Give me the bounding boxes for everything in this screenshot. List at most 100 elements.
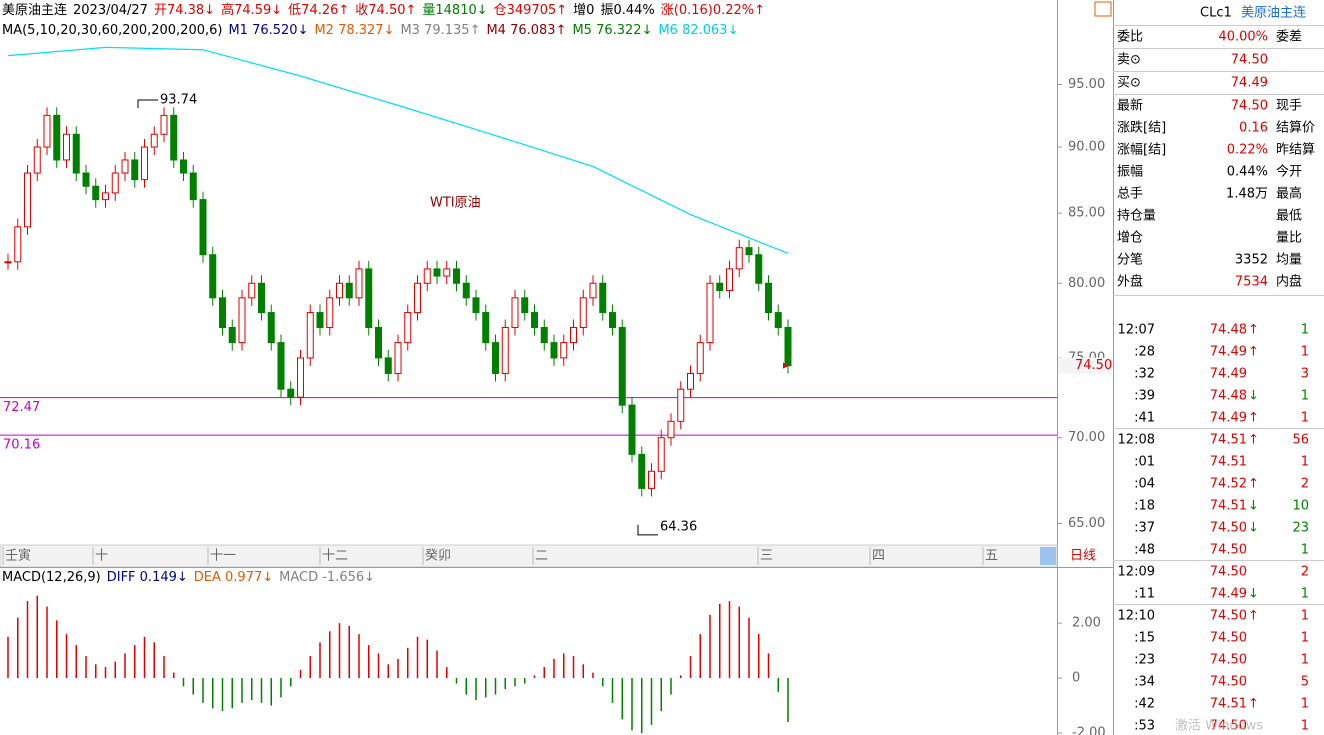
row-label2: 今开 [1276,164,1302,180]
candle [258,282,265,314]
name: 美原油主连 [1241,5,1306,21]
tick-arrow: ↑ [1248,345,1259,360]
tick-volume: 1 [1301,653,1309,668]
tick-arrow: ↑ [1248,697,1259,712]
candle [648,470,655,489]
low-pointer [637,524,658,536]
tick-volume: 1 [1301,719,1309,734]
tick-price: 74.49 [1210,345,1247,360]
candle [365,268,373,328]
candle [404,312,412,344]
tick-price: 74.50 [1210,565,1247,580]
tick-arrow: ↓ [1248,389,1259,404]
candle [755,254,763,284]
candle [423,268,431,284]
candle [726,268,733,292]
period-button-label[interactable]: 日线 [1070,549,1096,564]
level-label: 72.47 [3,400,40,415]
legend-item: MACD -1.656↓ [279,570,375,585]
panel-toggle[interactable] [1094,1,1112,17]
row-label: 买⊙ [1117,76,1141,91]
legend-item: MACD(12,26,9) [2,570,101,585]
tick-time: :23 [1134,653,1155,668]
time-label: 十一 [210,549,236,564]
tick-arrow: ↑ [1248,477,1259,492]
row-label: 分笔 [1117,252,1143,268]
candle [540,326,548,344]
legend-item: 涨(0.16)0.22%↑ [661,3,765,18]
candle [297,357,304,398]
legend-item: M3 79.135↑ [400,23,480,38]
candle [180,159,187,174]
candle [774,312,782,328]
tick-volume: 23 [1292,521,1309,536]
tick-volume: 1 [1301,543,1309,558]
row-value: 74.49 [1231,76,1268,91]
candle [345,282,353,299]
tick-time: 12:09 [1118,565,1155,580]
tick-arrow: ↓ [1248,499,1259,514]
tick-arrow: ↑ [1248,609,1259,624]
last-price-box [1058,357,1112,374]
time-label: 三 [760,549,773,564]
candle [53,114,61,161]
legend-item: M1 76.520↓ [228,23,308,38]
tick-time: 12:08 [1118,433,1155,448]
candle [170,114,178,161]
row-label: 最新 [1117,98,1143,114]
tick-time: :18 [1134,499,1155,514]
high-label: 93.74 [160,92,197,107]
row-label: 持仓量 [1117,209,1156,224]
row-label2: 内盘 [1276,274,1302,290]
legend-item: 高74.59↓ [221,2,282,18]
tick-price: 74.50 [1210,543,1247,558]
y-tick-label: 90.00 [1068,140,1105,155]
y-tick-label: 85.00 [1068,206,1105,221]
tick-price: 74.51 [1210,697,1247,712]
legend-item: 收74.50↑ [355,3,416,18]
tick-time: :53 [1134,719,1155,734]
candle [735,247,743,270]
tick-arrow: ↑ [1248,411,1259,426]
tick-time: :41 [1134,411,1155,426]
candle [706,282,714,344]
tick-price: 74.51 [1210,499,1247,514]
row-value: 74.50 [1231,53,1268,68]
legend-item: 低74.26↑ [288,3,349,18]
tick-time: :34 [1134,675,1155,690]
candle [316,312,324,328]
candle [248,282,256,299]
row-value: 3352 [1235,253,1268,268]
candle [306,312,314,359]
row-value: 0.22% [1227,143,1268,158]
time-label: 五 [985,549,998,564]
tick-arrow: ↑ [1248,433,1259,448]
row-value: 1.48万 [1226,187,1268,202]
candle [745,247,753,256]
tick-price: 74.48 [1210,323,1247,338]
row-label2: 昨结算 [1276,143,1315,158]
candle [511,297,519,328]
candle [599,282,607,314]
candle [414,282,421,314]
candle [24,172,31,228]
candle [33,146,41,174]
tick-price: 74.49 [1210,367,1247,382]
y-tick-label: 95.00 [1068,77,1105,92]
candle [521,297,529,314]
legend-item: 增0 [573,3,594,18]
candle [82,172,90,187]
tick-time: :01 [1134,455,1155,470]
tick-price: 74.52 [1210,477,1247,492]
tick-arrow: ↑ [1248,323,1259,338]
time-label: 四 [872,549,885,564]
candle [199,199,207,256]
legend-item: MA(5,10,20,30,60,200,200,200,6) [2,23,222,38]
legend-item: 2023/04/27 [73,3,148,18]
legend-item: M6 82.063↓ [658,23,738,38]
candle [638,453,646,489]
tick-price: 74.50 [1210,631,1247,646]
candle [560,342,568,359]
legend-item: M5 76.322↓ [572,23,652,38]
candle [492,342,499,374]
